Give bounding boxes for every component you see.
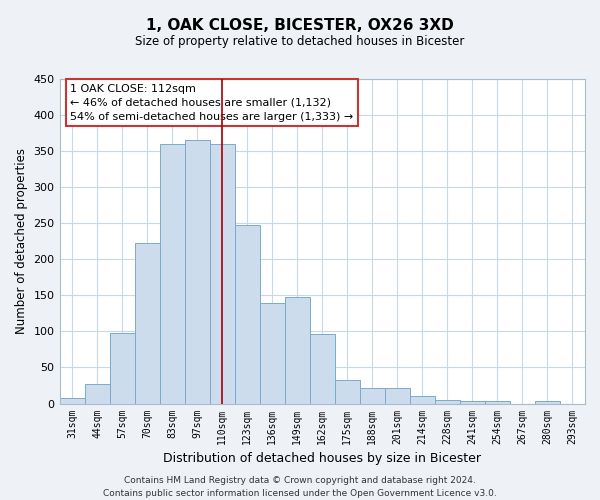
Bar — [435, 400, 460, 404]
Bar — [134, 244, 160, 404]
Bar — [185, 140, 209, 404]
Bar — [335, 380, 360, 404]
Bar — [209, 144, 235, 404]
Bar — [59, 398, 85, 404]
Bar — [385, 388, 410, 404]
Bar — [535, 402, 560, 404]
Text: 1, OAK CLOSE, BICESTER, OX26 3XD: 1, OAK CLOSE, BICESTER, OX26 3XD — [146, 18, 454, 32]
X-axis label: Distribution of detached houses by size in Bicester: Distribution of detached houses by size … — [163, 452, 481, 465]
Bar — [310, 334, 335, 404]
Bar — [360, 388, 385, 404]
Bar — [110, 333, 134, 404]
Bar — [260, 302, 285, 404]
Bar — [485, 402, 510, 404]
Text: Contains HM Land Registry data © Crown copyright and database right 2024.
Contai: Contains HM Land Registry data © Crown c… — [103, 476, 497, 498]
Y-axis label: Number of detached properties: Number of detached properties — [15, 148, 28, 334]
Bar — [160, 144, 185, 404]
Bar — [460, 402, 485, 404]
Bar — [235, 224, 260, 404]
Bar — [410, 396, 435, 404]
Text: 1 OAK CLOSE: 112sqm
← 46% of detached houses are smaller (1,132)
54% of semi-det: 1 OAK CLOSE: 112sqm ← 46% of detached ho… — [70, 84, 353, 122]
Bar — [285, 297, 310, 404]
Text: Size of property relative to detached houses in Bicester: Size of property relative to detached ho… — [136, 35, 464, 48]
Bar — [85, 384, 110, 404]
